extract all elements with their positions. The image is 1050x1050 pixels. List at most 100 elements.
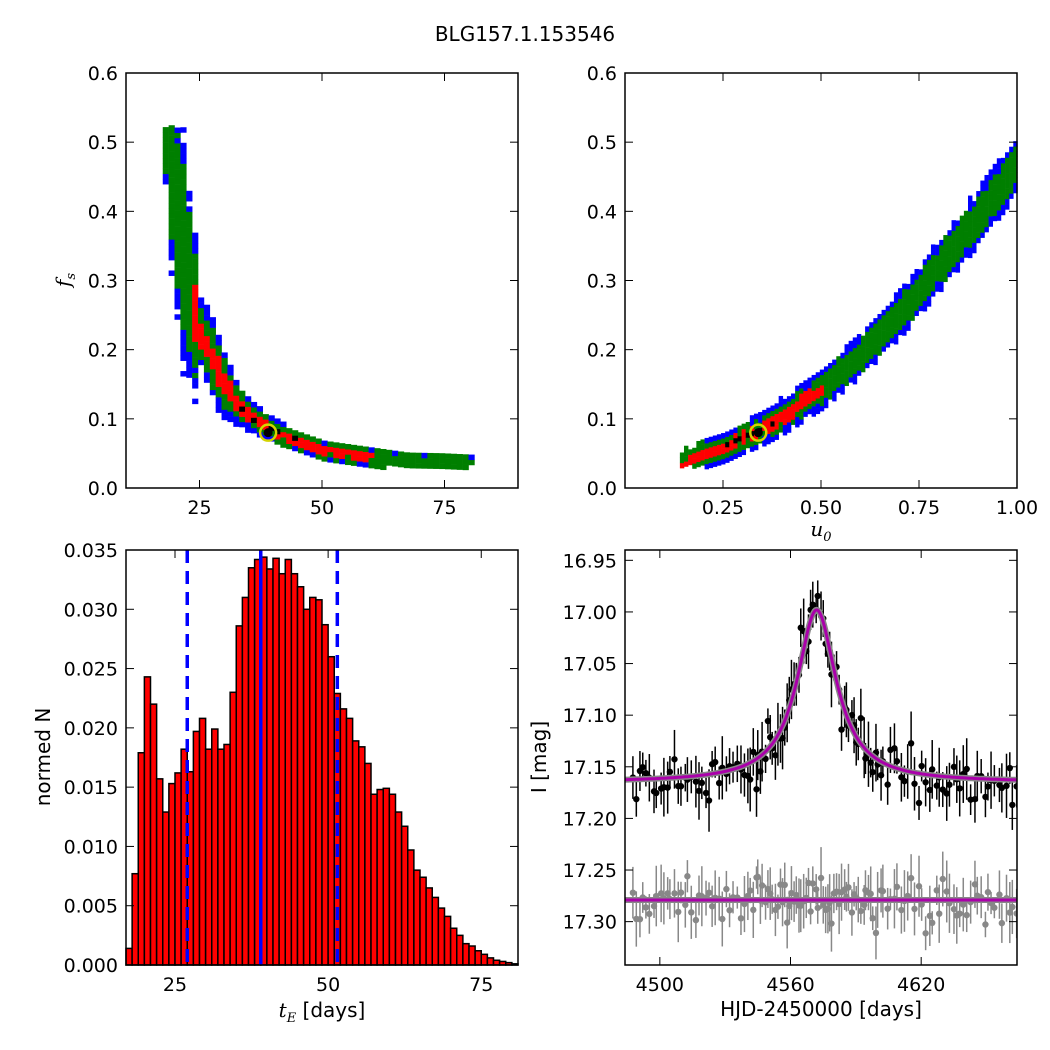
likelihood-cell xyxy=(922,290,928,296)
likelihood-cell xyxy=(898,298,903,305)
likelihood-cell xyxy=(922,274,928,281)
likelihood-cell xyxy=(209,332,216,339)
histogram-bar xyxy=(247,567,256,966)
likelihood-cell xyxy=(386,455,393,461)
likelihood-cell xyxy=(935,281,940,287)
likelihood-cell xyxy=(209,363,216,370)
likelihood-cell xyxy=(902,309,907,315)
likelihood-cell xyxy=(939,265,944,272)
likelihood-cell xyxy=(881,340,886,347)
likelihood-cell xyxy=(174,231,181,237)
residual-point xyxy=(629,889,637,896)
likelihood-cell xyxy=(1005,188,1010,195)
hist-xtick-label: 75 xyxy=(469,974,493,996)
likelihood-cell xyxy=(865,357,870,363)
histogram-bar xyxy=(272,557,280,966)
likelihood-cell xyxy=(168,249,175,256)
likelihood-cell xyxy=(700,460,705,466)
likelihood-cell xyxy=(786,427,792,433)
likelihood-cell xyxy=(168,171,175,178)
likelihood-cell xyxy=(168,218,175,225)
likelihood-cell xyxy=(174,194,181,201)
likelihood-cell xyxy=(192,336,199,342)
data-point xyxy=(884,781,891,788)
likelihood-cell xyxy=(869,322,874,328)
likelihood-cell xyxy=(309,441,316,448)
likelihood-cell xyxy=(935,255,940,261)
likelihood-cell xyxy=(959,246,965,253)
likelihood-cell xyxy=(947,250,952,257)
likelihood-cell xyxy=(803,385,808,391)
likelihood-cell xyxy=(215,402,222,408)
likelihood-cell xyxy=(386,449,393,456)
likelihood-cell xyxy=(1009,157,1014,163)
likelihood-cell xyxy=(274,428,281,435)
likelihood-cell xyxy=(368,452,375,459)
likelihood-cell xyxy=(192,315,199,322)
likelihood-cell xyxy=(774,429,779,435)
fs-te-xtick-label: 75 xyxy=(432,497,456,519)
likelihood-cell xyxy=(885,336,891,343)
likelihood-cell xyxy=(186,304,193,311)
likelihood-cell xyxy=(799,398,804,405)
likelihood-cell xyxy=(712,461,718,467)
likelihood-cell xyxy=(174,293,181,300)
likelihood-cell xyxy=(315,448,322,455)
likelihood-cell xyxy=(803,406,808,412)
likelihood-cell xyxy=(280,421,287,428)
likelihood-cell xyxy=(380,454,387,460)
residual-point xyxy=(939,875,946,883)
likelihood-cell xyxy=(174,143,181,149)
likelihood-cell xyxy=(902,314,907,321)
fs-u0-ytick-label: 0.4 xyxy=(587,201,617,223)
likelihood-cell xyxy=(725,441,730,448)
likelihood-cell xyxy=(1005,193,1010,200)
likelihood-cell xyxy=(180,236,187,242)
residual-point xyxy=(814,904,821,912)
likelihood-cell xyxy=(811,411,817,417)
histogram-bar xyxy=(370,793,378,966)
likelihood-cell xyxy=(708,457,714,463)
likelihood-cell xyxy=(737,446,742,452)
likelihood-cell xyxy=(926,280,932,286)
likelihood-cell xyxy=(873,328,878,334)
residual-point xyxy=(867,890,874,898)
likelihood-cell xyxy=(848,361,854,368)
likelihood-cell xyxy=(198,323,205,329)
likelihood-cell xyxy=(844,349,849,355)
likelihood-cell xyxy=(704,437,709,444)
likelihood-cell xyxy=(996,215,1002,221)
likelihood-cell xyxy=(239,406,246,412)
likelihood-cell xyxy=(877,319,882,325)
likelihood-cell xyxy=(799,414,804,420)
likelihood-cell xyxy=(865,352,870,358)
likelihood-cell xyxy=(873,359,878,366)
likelihood-cell xyxy=(168,151,175,157)
likelihood-cell xyxy=(321,450,328,457)
likelihood-cell xyxy=(186,273,193,280)
likelihood-cell xyxy=(840,368,845,374)
likelihood-cell xyxy=(180,179,187,185)
likelihood-cell xyxy=(935,275,940,282)
likelihood-cell xyxy=(725,457,730,463)
likelihood-cell xyxy=(339,443,346,449)
likelihood-cell xyxy=(221,409,228,415)
histogram-bar xyxy=(449,927,458,966)
likelihood-cell xyxy=(795,416,800,423)
likelihood-cell xyxy=(860,335,866,342)
likelihood-cell xyxy=(972,242,977,249)
likelihood-cell xyxy=(828,378,833,385)
likelihood-cell xyxy=(972,206,977,212)
likelihood-cell xyxy=(984,216,989,222)
likelihood-cell xyxy=(280,442,287,448)
likelihood-cell xyxy=(321,440,328,447)
likelihood-cell xyxy=(192,351,199,358)
data-point xyxy=(943,790,950,797)
likelihood-cell xyxy=(951,230,956,237)
likelihood-cell xyxy=(339,458,346,465)
likelihood-cell xyxy=(930,275,936,282)
likelihood-cell xyxy=(186,330,193,337)
likelihood-cell xyxy=(984,195,989,202)
likelihood-cell xyxy=(297,432,305,438)
likelihood-cell xyxy=(877,345,882,351)
